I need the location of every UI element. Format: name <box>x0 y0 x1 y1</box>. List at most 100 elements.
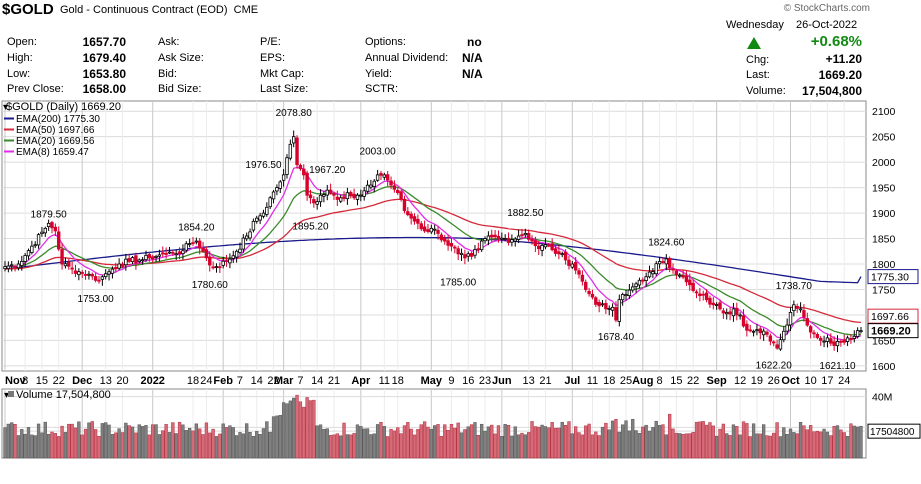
candle-body <box>352 193 356 199</box>
volume-bar <box>688 433 692 459</box>
candle-body <box>392 185 397 190</box>
options-value: no <box>467 35 482 49</box>
candle-body <box>181 250 185 254</box>
volume-bar <box>198 428 202 459</box>
candle-body <box>231 255 235 259</box>
candle-body <box>208 256 212 266</box>
date-tick-label: 9 <box>448 375 454 387</box>
candle-body <box>557 251 561 255</box>
change-label: Chg: <box>746 54 770 66</box>
volume-bar <box>412 434 417 459</box>
candle-body <box>100 276 105 280</box>
candle-body <box>349 192 353 197</box>
candle-body <box>772 341 776 344</box>
date-tick-label: 14 <box>251 375 263 387</box>
volume-bar <box>328 435 333 459</box>
candle-body <box>735 307 739 316</box>
volume-bar <box>805 429 809 459</box>
volume-bar <box>157 434 162 459</box>
price-annotation: 1753.00 <box>78 294 115 305</box>
date-tick-label: 22 <box>53 375 65 387</box>
candle-body <box>832 341 836 346</box>
volume-bar <box>684 433 689 459</box>
volume-bar <box>476 434 480 459</box>
candle-body <box>214 266 219 268</box>
volume-bar <box>708 422 712 459</box>
last-price-tag-text: 1669.20 <box>871 326 911 338</box>
volume-bar <box>154 424 158 459</box>
date-tick-label: 12 <box>734 375 746 387</box>
legend-entry: EMA(20) 1669.56 <box>16 136 95 147</box>
candle-body <box>573 262 578 271</box>
candle-body <box>308 194 313 199</box>
volume-bar <box>674 432 679 459</box>
volume-bar <box>439 436 444 459</box>
candle-body <box>537 245 541 250</box>
copyright-notice: © StockCharts.com <box>783 3 870 14</box>
volume-bar <box>26 427 31 459</box>
prev-close-label: Prev Close: <box>7 83 64 95</box>
candle-body <box>453 246 457 249</box>
volume-bar <box>399 433 403 459</box>
volume-bar <box>651 427 655 459</box>
candle-body <box>651 271 655 275</box>
candle-body <box>647 271 652 278</box>
candle-body <box>409 213 413 219</box>
volume-bar <box>53 433 58 459</box>
candle-body <box>825 337 830 342</box>
volume-bar <box>631 419 635 459</box>
candle-body <box>406 211 410 216</box>
candle-body <box>751 330 756 333</box>
candle-body <box>768 335 773 342</box>
volume-bar <box>100 423 104 459</box>
price-tick-label: 1650 <box>872 335 896 347</box>
volume-bar <box>50 431 54 459</box>
volume-bar <box>614 419 618 459</box>
candle-body <box>859 330 863 333</box>
candle-body <box>654 263 658 275</box>
candle-body <box>318 194 323 203</box>
mkt-cap-label: Mkt Cap: <box>260 68 305 80</box>
candle-body <box>422 226 427 232</box>
last-price-tag-box <box>867 323 919 339</box>
price-tag: 1775.30 <box>867 269 919 285</box>
price-tick-label: 2050 <box>872 132 896 144</box>
open-label: Open: <box>7 36 37 48</box>
candle-body <box>543 244 548 248</box>
candle-body <box>97 279 101 282</box>
high-value: 1679.40 <box>82 51 126 65</box>
candle-body <box>164 253 168 255</box>
candle-body <box>718 302 722 310</box>
candle-body <box>520 234 524 237</box>
candle-body <box>372 180 376 187</box>
ema-tag-box <box>867 269 919 285</box>
legend-entry: EMA(50) 1697.66 <box>16 125 95 136</box>
candle-body <box>567 259 571 266</box>
volume-bar <box>819 431 823 459</box>
date-tick-label: 7 <box>237 375 243 387</box>
date-tick-label: Mar <box>274 375 294 387</box>
sctr-label: SCTR: <box>365 83 398 95</box>
candle-body <box>634 283 638 288</box>
volume-bar <box>510 435 514 459</box>
volume-bar <box>231 427 235 459</box>
volume-bar <box>701 421 705 459</box>
date-tick-label: 17 <box>821 375 833 387</box>
volume-bar <box>87 422 91 459</box>
volume-bar <box>735 426 739 459</box>
volume-bar <box>775 422 779 459</box>
volume-bar <box>728 435 732 459</box>
volume-bar <box>825 431 830 459</box>
candle-body <box>436 229 440 234</box>
volume-bar <box>480 423 484 459</box>
candle-body <box>16 263 21 269</box>
volume-bar <box>379 421 383 459</box>
bid-label: Bid: <box>158 68 177 80</box>
volume-bar <box>315 425 319 459</box>
date-tick-label: 13 <box>523 375 535 387</box>
volume-bar <box>634 430 638 459</box>
volume-bar <box>496 425 501 459</box>
candle-body <box>560 253 564 256</box>
candle-body <box>637 279 642 286</box>
volume-bar <box>798 421 803 459</box>
